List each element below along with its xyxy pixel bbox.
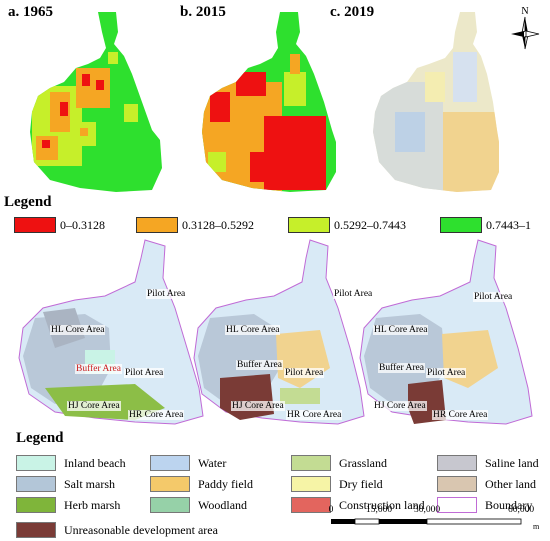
map-area-label: Pilot Area	[426, 368, 467, 378]
legend-label: Paddy field	[198, 476, 253, 491]
legend-landuse-item: Water	[150, 455, 226, 471]
legend-label: Saline land	[485, 455, 539, 470]
map-area-label: HJ Core Area	[373, 401, 427, 411]
legend-label: Salt marsh	[64, 476, 115, 491]
legend-index-item: 0.7443–1	[440, 216, 531, 234]
legend-label: 0.7443–1	[486, 217, 531, 232]
legend-swatch	[437, 497, 477, 513]
scale-tick-label: 60,000	[507, 505, 535, 515]
legend-swatch	[16, 522, 56, 538]
legend-label: Woodland	[198, 497, 248, 512]
legend-swatch	[14, 217, 56, 233]
legend-swatch	[291, 497, 331, 513]
legend-label: Inland beach	[64, 455, 126, 470]
legend-label: Construction land	[339, 497, 425, 512]
map-area-label: HR Core Area	[128, 410, 185, 420]
legend-landuse-item: Boundary	[437, 497, 532, 513]
scale-bar: 0 15,000 30,000 60,000 m	[328, 505, 540, 535]
legend-label: 0.5292–0.7443	[334, 217, 406, 232]
legend-landuse-item: Saline land	[437, 455, 539, 471]
map-area-label: HL Core Area	[373, 325, 429, 335]
legend-label: Other land	[485, 476, 536, 491]
legend-swatch	[136, 217, 178, 233]
legend-swatch	[16, 476, 56, 492]
legend-swatch	[291, 455, 331, 471]
scale-tick-label: 15,000	[365, 505, 393, 515]
legend-swatch	[437, 455, 477, 471]
panel-title-1965: a. 1965	[8, 4, 53, 20]
legend-swatch	[16, 455, 56, 471]
legend-landuse-item: Paddy field	[150, 476, 253, 492]
legend-swatch	[150, 476, 190, 492]
legend-label: Dry field	[339, 476, 383, 491]
map-area-label: Pilot Area	[124, 368, 165, 378]
legend-swatch	[288, 217, 330, 233]
map-area-label: HJ Core Area	[67, 401, 121, 411]
map-area-label: Pilot Area	[473, 292, 514, 302]
panel-title-2019: c. 2019	[330, 4, 375, 20]
legend-landuse-item: Salt marsh	[16, 476, 115, 492]
map-area-label: Pilot Area	[333, 289, 374, 299]
legend-landuse-item: Dry field	[291, 476, 383, 492]
legend-swatch	[150, 455, 190, 471]
legend-landuse-item: Unreasonable development area	[16, 522, 218, 538]
map-area-label: HR Core Area	[286, 410, 343, 420]
map-area-label: Buffer Area	[75, 364, 122, 374]
map-area-label: HL Core Area	[225, 325, 281, 335]
legend-index-item: 0.3128–0.5292	[136, 216, 254, 234]
legend-landuse-item: Grassland	[291, 455, 387, 471]
legend-label: Herb marsh	[64, 497, 121, 512]
map-area-label: HJ Core Area	[231, 401, 285, 411]
legend-landuse-item: Other land	[437, 476, 536, 492]
legend-index-item: 0.5292–0.7443	[288, 216, 406, 234]
scale-bar-graphic	[331, 518, 522, 525]
map-1965	[20, 12, 180, 192]
legend-landuse-item: Construction land	[291, 497, 425, 513]
legend-swatch	[16, 497, 56, 513]
scale-tick-label: 30,000	[413, 505, 441, 515]
scale-unit: m	[533, 522, 540, 531]
north-arrow-icon: N	[507, 5, 543, 55]
map-2015	[180, 12, 340, 192]
map-area-label: HR Core Area	[432, 410, 489, 420]
legend-label: Water	[198, 455, 227, 470]
legend-landuse-item: Inland beach	[16, 455, 126, 471]
map-2019	[365, 12, 500, 192]
scale-tick-label: 0	[328, 505, 334, 515]
legend-label: 0.3128–0.5292	[182, 217, 254, 232]
legend-label: Boundary	[485, 497, 533, 512]
map-area-label: Buffer Area	[378, 363, 425, 373]
landuse-map-1965	[15, 238, 205, 428]
legend-label: 0–0.3128	[60, 217, 105, 232]
legend-label: Grassland	[339, 455, 387, 470]
legend-landuse-heading: Legend	[16, 430, 64, 446]
legend-swatch	[440, 217, 482, 233]
legend-index-heading: Legend	[4, 194, 52, 210]
legend-landuse-item: Herb marsh	[16, 497, 120, 513]
panel-title-2015: b. 2015	[180, 4, 226, 20]
legend-index-item: 0–0.3128	[14, 216, 105, 234]
legend-landuse-item: Woodland	[150, 497, 247, 513]
map-area-label: Pilot Area	[146, 289, 187, 299]
legend-swatch	[437, 476, 477, 492]
map-area-label: HL Core Area	[50, 325, 106, 335]
legend-label: Unreasonable development area	[64, 522, 218, 537]
legend-swatch	[291, 476, 331, 492]
map-area-label: Buffer Area	[236, 360, 283, 370]
map-area-label: Pilot Area	[284, 368, 325, 378]
north-label: N	[521, 6, 528, 17]
legend-swatch	[150, 497, 190, 513]
